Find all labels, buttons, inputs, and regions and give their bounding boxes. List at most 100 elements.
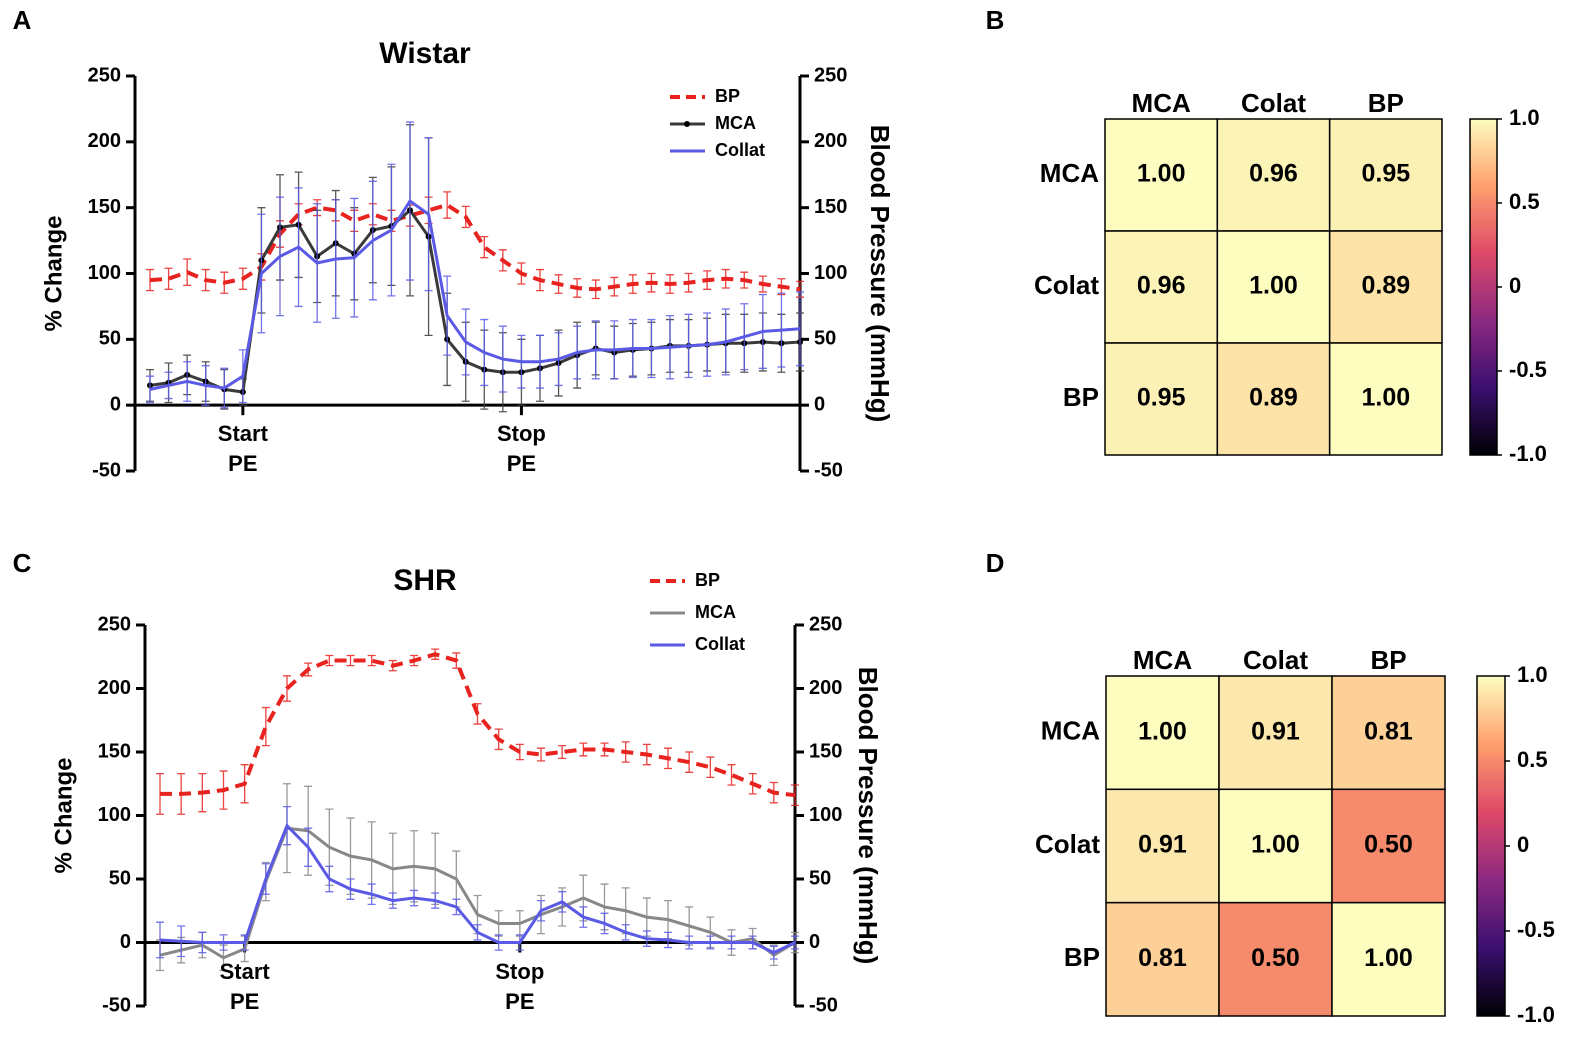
series-line <box>159 822 796 955</box>
cell-label: 0.95 <box>1361 160 1410 188</box>
legend-label: Collat <box>715 140 765 160</box>
cell-label: 0.50 <box>1364 831 1413 859</box>
error-bar <box>579 742 588 757</box>
colorbar-tick-label: 1.0 <box>1509 105 1540 130</box>
error-bar <box>558 745 567 759</box>
colorbar-tick-label: -1.0 <box>1509 441 1547 466</box>
error-bar <box>261 706 270 747</box>
cell <box>1216 342 1331 456</box>
cell <box>1105 901 1220 1017</box>
x-tick-label: Start PE <box>219 958 270 1014</box>
y-tick-label: 150 <box>88 196 121 218</box>
cell-label: 0.89 <box>1249 384 1298 412</box>
y-tick-label: 250 <box>88 64 121 86</box>
cell <box>1328 230 1443 344</box>
series <box>156 648 799 815</box>
y2-tick-label: 0 <box>809 931 820 953</box>
cell-label: 1.00 <box>1137 160 1186 188</box>
panel-label: A <box>13 5 32 35</box>
chart-title: SHR <box>393 564 457 597</box>
y-axis-title: % Change <box>50 757 77 873</box>
y-tick-label: 0 <box>110 393 121 415</box>
y2-tick-label: 250 <box>814 64 847 86</box>
series <box>146 191 804 300</box>
y2-tick-label: 200 <box>814 130 847 152</box>
y-tick-label: 50 <box>99 328 121 350</box>
cell <box>1104 118 1219 232</box>
series <box>156 805 799 960</box>
series-line <box>149 208 801 394</box>
y-tick-label: 200 <box>88 130 121 152</box>
legend-label: BP <box>715 86 740 106</box>
y2-tick-label: 250 <box>809 613 842 635</box>
y2-tick-label: 50 <box>814 328 836 350</box>
row-label: MCA <box>1041 716 1100 746</box>
cell <box>1331 788 1446 904</box>
error-bar <box>146 268 154 292</box>
y2-tick-label: 150 <box>814 196 847 218</box>
cell-label: 0.81 <box>1364 717 1413 745</box>
y2-tick-label: 100 <box>809 804 842 826</box>
cell <box>1218 675 1333 791</box>
y2-tick-label: 200 <box>809 677 842 699</box>
x-tick-label: Stop PE <box>496 421 546 477</box>
cell-label: 0.91 <box>1138 831 1187 859</box>
colorbar-tick-label: 0 <box>1517 832 1529 857</box>
y2-tick-label: 100 <box>814 262 847 284</box>
cell-label: 1.00 <box>1251 831 1300 859</box>
y-tick-label: 200 <box>98 677 131 699</box>
colorbar-tick-label: -1.0 <box>1517 1002 1555 1027</box>
cell-label: 0.81 <box>1138 944 1187 972</box>
row-label: MCA <box>1040 158 1099 188</box>
y2-tick-label: 0 <box>814 393 825 415</box>
error-bar <box>346 654 355 667</box>
error-bar <box>164 267 173 290</box>
cell <box>1216 118 1331 232</box>
cell <box>1104 342 1219 456</box>
colorbar-tick-label: 1.0 <box>1517 662 1548 687</box>
x-tick-label: Start PE <box>217 421 268 477</box>
y2-tick-label: -50 <box>814 459 843 481</box>
x-tick-label: Stop PE <box>495 958 545 1014</box>
y2-tick-label: 150 <box>809 740 842 762</box>
colorbar-tick-label: 0.5 <box>1517 747 1548 772</box>
cell-label: 1.00 <box>1138 717 1187 745</box>
legend-label: Collat <box>695 634 745 654</box>
column-label: Colat <box>1243 645 1308 675</box>
colorbar <box>1476 675 1506 1017</box>
column-label: BP <box>1370 645 1406 675</box>
y2-axis-title: Blood Pressure (mmHg) <box>853 667 883 965</box>
cell <box>1328 342 1443 456</box>
row-label: Colat <box>1035 829 1100 859</box>
y2-tick-label: -50 <box>809 994 838 1016</box>
error-bar <box>325 654 334 667</box>
colorbar-tick-label: -0.5 <box>1517 917 1555 942</box>
cell <box>1104 230 1219 344</box>
error-bar <box>706 756 715 779</box>
y-tick-label: 100 <box>88 262 121 284</box>
legend-marker <box>684 121 690 127</box>
y-tick-label: 100 <box>98 804 131 826</box>
y-tick-label: 50 <box>109 867 131 889</box>
cell-label: 1.00 <box>1361 384 1410 412</box>
colorbar-tick-label: -0.5 <box>1509 357 1547 382</box>
cell <box>1331 901 1446 1017</box>
y-axis-title: % Change <box>40 215 67 331</box>
column-label: MCA <box>1132 88 1191 118</box>
colorbar-tick-label: 0 <box>1509 273 1521 298</box>
panel-label: C <box>13 548 32 578</box>
y2-tick-label: 50 <box>809 867 831 889</box>
cell <box>1328 118 1443 232</box>
cell-label: 0.91 <box>1251 717 1300 745</box>
row-label: BP <box>1063 382 1099 412</box>
legend-label: BP <box>695 570 720 590</box>
y-tick-label: 250 <box>98 613 131 635</box>
y2-axis-title: Blood Pressure (mmHg) <box>865 125 895 423</box>
cell-label: 0.50 <box>1251 944 1300 972</box>
cell-label: 0.96 <box>1249 160 1298 188</box>
row-label: BP <box>1064 942 1100 972</box>
column-label: MCA <box>1133 645 1192 675</box>
y-tick-label: 0 <box>120 931 131 953</box>
